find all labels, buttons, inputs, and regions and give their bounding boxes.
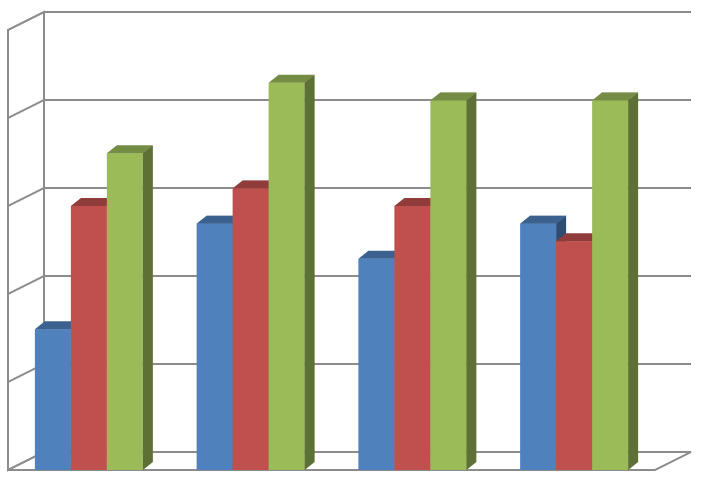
bar-side xyxy=(304,74,315,471)
bars xyxy=(34,74,639,471)
bar-side xyxy=(142,145,153,470)
bar-front xyxy=(232,188,269,470)
bar xyxy=(430,92,477,471)
bar-top xyxy=(394,198,441,206)
bar-top xyxy=(232,180,279,189)
bar-side xyxy=(628,92,639,471)
bar-side xyxy=(466,92,477,471)
bar-front xyxy=(106,153,143,470)
bar-front xyxy=(556,241,593,470)
bar-top xyxy=(34,321,81,330)
bar-top xyxy=(70,198,117,206)
gridline xyxy=(7,99,691,119)
bar xyxy=(106,145,153,470)
bar-front xyxy=(34,329,71,470)
bar-top xyxy=(268,74,315,83)
bar-front xyxy=(268,82,305,471)
bar-top xyxy=(592,92,639,101)
bar-top xyxy=(520,215,567,224)
bar-top xyxy=(358,250,405,259)
bar-top xyxy=(106,145,153,154)
bar-front xyxy=(70,206,107,470)
bar-front xyxy=(592,100,629,471)
bar-front xyxy=(196,223,233,470)
bar xyxy=(592,92,639,471)
bar xyxy=(268,74,315,471)
bar-front xyxy=(358,258,395,470)
bar-top xyxy=(430,92,477,101)
gridline xyxy=(7,11,691,31)
bar-top xyxy=(196,215,243,224)
bar-front xyxy=(520,223,557,470)
bar-front xyxy=(394,206,431,470)
bar-front xyxy=(430,100,467,471)
bar-top xyxy=(556,233,603,242)
